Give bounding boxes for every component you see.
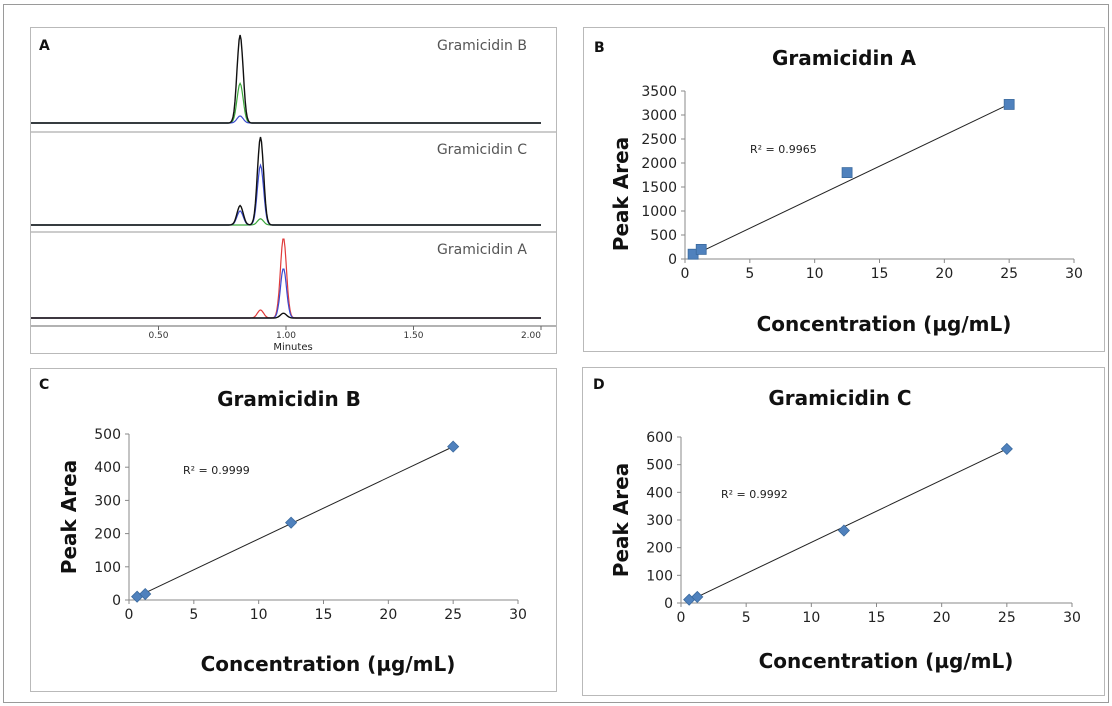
y-tick-label: 0 xyxy=(664,596,673,612)
y-tick-label: 500 xyxy=(646,458,673,474)
x-tick-label: 10 xyxy=(806,266,824,282)
trace-black xyxy=(31,136,541,226)
data-point xyxy=(1003,99,1015,110)
x-tick-label: 20 xyxy=(379,607,397,623)
panel-c: C Gramicidin B Concentration (µg/mL) Pea… xyxy=(30,368,557,692)
x-tick-label: 0 xyxy=(681,266,690,282)
x-tick-label: 0 xyxy=(125,607,134,623)
x-tick-label: 5 xyxy=(742,610,751,626)
r-squared-label: R² = 0.9965 xyxy=(750,143,817,156)
y-tick-label: 500 xyxy=(650,228,677,244)
y-tick-label: 3000 xyxy=(641,108,677,124)
x-tick-label: 30 xyxy=(509,607,527,623)
y-tick-label: 0 xyxy=(112,593,121,609)
gramicidin-a-calibration-chart: B Gramicidin A Concentration (µg/mL) Pea… xyxy=(594,40,1083,336)
x-tick-label: 30 xyxy=(1065,266,1083,282)
data-point xyxy=(139,587,152,601)
y-axis-label: Peak Area xyxy=(57,460,81,574)
data-point xyxy=(285,516,298,529)
trendline xyxy=(688,448,1008,602)
y-axis-label: Peak Area xyxy=(609,463,633,577)
data-point xyxy=(691,590,704,603)
x-tick-label: 25 xyxy=(444,607,462,623)
panel-b: B Gramicidin A Concentration (µg/mL) Pea… xyxy=(583,27,1105,352)
y-tick-label: 2000 xyxy=(641,156,677,172)
trace-blue xyxy=(31,268,541,319)
r-squared-label: R² = 0.9992 xyxy=(721,488,788,501)
y-tick-label: 500 xyxy=(94,427,121,443)
y-tick-label: 200 xyxy=(94,527,121,543)
data-point xyxy=(447,440,460,453)
panel-letter-d: D xyxy=(593,377,605,393)
trace-blue xyxy=(31,115,541,124)
chrom-x-tick-label: 0.50 xyxy=(148,331,168,341)
y-tick-label: 600 xyxy=(646,430,673,446)
x-tick-label: 0 xyxy=(677,610,686,626)
panel-letter-c: C xyxy=(39,377,49,393)
gramicidin-c-calibration-chart: D Gramicidin C Concentration (µg/mL) Pea… xyxy=(593,377,1081,673)
trace-label: Gramicidin B xyxy=(437,38,527,54)
trace-label: Gramicidin A xyxy=(437,242,527,258)
y-tick-label: 1000 xyxy=(641,204,677,220)
trace-green xyxy=(31,218,541,226)
y-tick-label: 2500 xyxy=(641,132,677,148)
chrom-x-axis-label: Minutes xyxy=(273,342,312,353)
x-tick-label: 5 xyxy=(745,266,754,282)
panel-letter-b: B xyxy=(594,40,605,56)
y-tick-label: 100 xyxy=(646,568,673,584)
figure-frame xyxy=(3,4,1109,703)
y-tick-label: 3500 xyxy=(641,84,677,100)
x-tick-label: 5 xyxy=(189,607,198,623)
x-tick-label: 30 xyxy=(1063,610,1081,626)
x-axis-label: Concentration (µg/mL) xyxy=(759,649,1014,673)
y-tick-label: 400 xyxy=(646,485,673,501)
chromatogram-figure: A Minutes Gramicidin B Gramicidin C Gramic… xyxy=(31,34,556,353)
x-axis-label: Concentration (µg/mL) xyxy=(201,652,456,676)
x-tick-label: 10 xyxy=(250,607,268,623)
x-tick-label: 15 xyxy=(315,607,333,623)
chrom-x-tick-label: 1.50 xyxy=(403,331,423,341)
data-point xyxy=(841,167,853,179)
x-tick-label: 25 xyxy=(1000,266,1018,282)
data-point xyxy=(695,243,707,255)
chart-title: Gramicidin C xyxy=(768,386,911,410)
y-tick-label: 100 xyxy=(94,560,121,576)
y-tick-label: 300 xyxy=(646,513,673,529)
trace-label: Gramicidin C xyxy=(437,142,527,158)
y-tick-label: 1500 xyxy=(641,180,677,196)
gramicidin-b-calibration-chart: C Gramicidin B Concentration (µg/mL) Pea… xyxy=(39,377,527,676)
panel-a: A Minutes Gramicidin B Gramicidin C Gramic… xyxy=(30,27,557,354)
x-tick-label: 20 xyxy=(935,266,953,282)
chrom-x-tick-label: 2.00 xyxy=(521,331,541,341)
x-tick-label: 10 xyxy=(802,610,820,626)
y-tick-label: 0 xyxy=(668,252,677,268)
x-axis-label: Concentration (µg/mL) xyxy=(757,312,1012,336)
trendline xyxy=(692,103,1010,256)
panel-d: D Gramicidin C Concentration (µg/mL) Pea… xyxy=(582,367,1105,696)
y-tick-label: 300 xyxy=(94,493,121,509)
y-tick-label: 200 xyxy=(646,541,673,557)
trace-green xyxy=(31,82,541,124)
panel-letter-a: A xyxy=(39,38,50,54)
trace-blue xyxy=(31,163,541,226)
y-tick-label: 400 xyxy=(94,460,121,476)
x-tick-label: 15 xyxy=(871,266,889,282)
data-point xyxy=(837,524,850,537)
data-point xyxy=(1000,442,1013,455)
chart-title: Gramicidin B xyxy=(217,387,361,411)
y-axis-label: Peak Area xyxy=(609,137,633,251)
x-tick-label: 15 xyxy=(868,610,886,626)
chrom-x-tick-label: 1.00 xyxy=(276,331,296,341)
chart-title: Gramicidin A xyxy=(772,46,917,70)
x-tick-label: 25 xyxy=(998,610,1016,626)
r-squared-label: R² = 0.9999 xyxy=(183,464,250,477)
trace-black xyxy=(31,34,541,124)
x-tick-label: 20 xyxy=(933,610,951,626)
trace-black xyxy=(31,312,541,319)
